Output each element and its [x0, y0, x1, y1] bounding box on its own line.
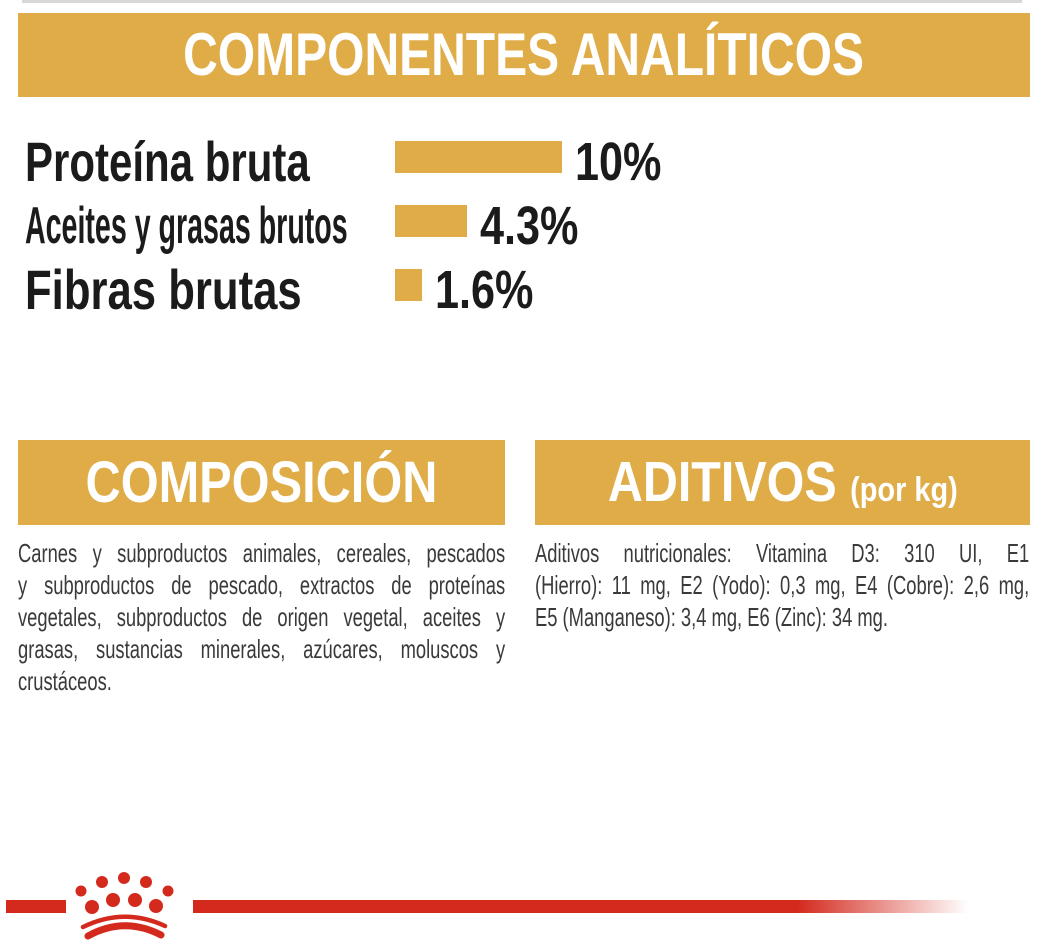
- section-banner-aditivos: ADITIVOS (por kg): [535, 440, 1030, 525]
- bar-row: Aceites y grasas brutos 4.3%: [0, 194, 1045, 258]
- page-title: COMPONENTES ANALÍTICOS: [183, 21, 865, 88]
- text-line: y subproductos de pescado, extractos de …: [18, 570, 506, 600]
- text-line: E5 (Manganeso): 3,4 mg, E6 (Zinc): 34 mg…: [535, 602, 888, 632]
- text-line: Aditivos nutricionales: Vitamina D3: 310…: [535, 538, 1030, 568]
- aditivos-unit-suffix: (por kg): [849, 471, 958, 509]
- bar-row: Fibras brutas 1.6%: [0, 258, 1045, 322]
- bar-value: 4.3%: [479, 196, 579, 256]
- value-bar: [395, 205, 467, 237]
- footer-rule-left: [6, 900, 66, 913]
- value-bar: [395, 141, 562, 173]
- additives-text: Aditivos nutricionales: Vitamina D3: 310…: [535, 537, 1029, 633]
- text-line: Carnes y subproductos animales, cereales…: [18, 538, 506, 568]
- bar-value: 10%: [575, 132, 662, 192]
- value-bar: [395, 269, 422, 301]
- text-line: crustáceos.: [18, 666, 112, 696]
- footer-rule-right: [193, 900, 1045, 913]
- bar-row: Proteína bruta 10%: [0, 130, 1045, 194]
- bar-label: Fibras brutas: [25, 258, 302, 321]
- composicion-title: COMPOSICIÓN: [85, 450, 438, 515]
- text-line: (Hierro): 11 mg, E2 (Yodo): 0,3 mg, E4 (…: [535, 570, 1030, 600]
- analytical-components-chart: Proteína bruta 10% Aceites y grasas brutos…: [0, 118, 1045, 322]
- section-banner-composicion: COMPOSICIÓN: [18, 440, 505, 525]
- royal-canin-crown-logo: [75, 872, 174, 940]
- bar-label: Proteína bruta: [25, 130, 310, 193]
- section-banner-componentes-analiticos: COMPONENTES ANALÍTICOS: [18, 13, 1030, 97]
- top-divider-line: [22, 0, 1022, 3]
- bar-label: Aceites y grasas brutos: [25, 197, 348, 255]
- text-line: grasas, sustancias minerales, azúcares, …: [18, 634, 506, 664]
- text-line: vegetales, subproductos de origen vegeta…: [18, 602, 506, 632]
- composition-text: Carnes y subproductos animales, cereales…: [18, 537, 505, 697]
- aditivos-title: ADITIVOS: [607, 450, 837, 514]
- bar-value: 1.6%: [434, 260, 534, 320]
- aditivos-title-group: ADITIVOS (por kg): [608, 440, 958, 533]
